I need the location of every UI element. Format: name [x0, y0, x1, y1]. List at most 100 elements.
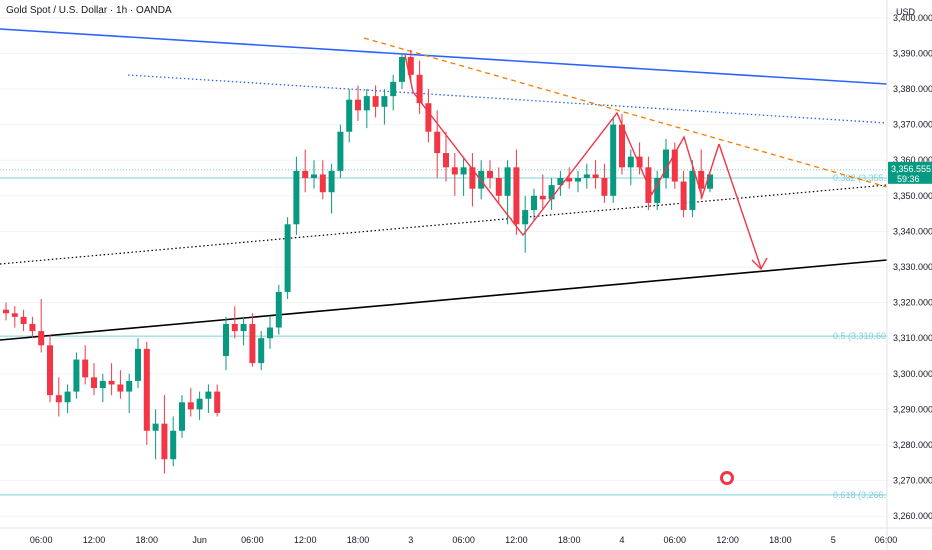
candle-body	[513, 167, 520, 225]
candle-body	[548, 185, 555, 200]
logo-inner	[723, 474, 731, 482]
upper-trend-line[interactable]	[0, 28, 888, 85]
candle-body	[654, 178, 661, 203]
candle-body	[451, 167, 458, 175]
candle-body	[689, 170, 696, 211]
candle-body	[583, 174, 590, 178]
candle-body	[636, 156, 643, 168]
candle-body	[29, 323, 36, 332]
time-tick-label: 06:00	[241, 535, 264, 545]
candle-body	[3, 309, 9, 314]
candle-body	[179, 402, 185, 431]
black-dotted-support-line[interactable]	[0, 184, 888, 265]
candle-body	[619, 124, 625, 168]
time-tick-label: 18:00	[136, 535, 159, 545]
candle-body	[460, 167, 467, 175]
price-tick-label: 3,380.000	[893, 84, 932, 94]
candle-body	[707, 174, 713, 189]
price-tick-label: 3,360.000	[893, 155, 932, 165]
candle-body	[592, 174, 599, 178]
candle-body	[47, 345, 53, 396]
candle-body	[566, 178, 573, 182]
time-tick-label: 18:00	[769, 535, 792, 545]
price-tick-label: 3,280.000	[893, 440, 932, 450]
candle-body	[293, 170, 300, 225]
currency-label: USD	[896, 7, 916, 17]
candle-body	[407, 56, 414, 75]
time-tick-label: Jun	[192, 535, 207, 545]
candle-body	[117, 384, 124, 392]
candle-countdown-label: 59:36	[897, 174, 920, 184]
candle-body	[671, 149, 678, 182]
time-tick-label: 4	[619, 535, 624, 545]
time-tick-label: 06:00	[664, 535, 687, 545]
time-tick-label: 3	[408, 535, 413, 545]
candle-body	[73, 359, 80, 392]
candle-body	[487, 170, 493, 178]
candle-body	[425, 103, 432, 132]
candle-body	[443, 153, 449, 168]
candle-body	[196, 398, 203, 410]
candle-body	[328, 170, 335, 193]
last-price-label: 3,356.555	[891, 164, 931, 174]
candle-body	[601, 178, 608, 196]
fib-level-label: 0.5 (3,310.60)	[833, 331, 889, 341]
price-tick-label: 3,330.000	[893, 262, 932, 272]
candle-body	[91, 377, 97, 389]
price-tick-label: 3,320.000	[893, 298, 932, 308]
candle-body	[522, 210, 529, 225]
candle-body	[55, 395, 62, 403]
candle-body	[143, 348, 150, 431]
candle-body	[390, 81, 397, 97]
time-tick-label: 18:00	[558, 535, 581, 545]
time-tick-label: 12:00	[716, 535, 739, 545]
candle-body	[311, 174, 317, 178]
candle-body	[363, 96, 370, 111]
candle-body	[610, 124, 617, 196]
candle-body	[20, 316, 27, 324]
candle-body	[627, 156, 634, 168]
fib-level-label: 0.382 (3,355.0	[833, 173, 891, 183]
candle-body	[275, 291, 282, 328]
candle-body	[680, 181, 687, 211]
time-tick-label: 12:00	[294, 535, 317, 545]
time-tick-label: 06:00	[30, 535, 53, 545]
candle-body	[539, 195, 546, 200]
candle-body	[469, 167, 476, 189]
candle-body	[231, 323, 238, 332]
price-tick-label: 3,370.000	[893, 120, 932, 130]
time-tick-label: 5	[831, 535, 836, 545]
fib-level-label: 0.618 (3,266.0	[833, 490, 891, 500]
candle-body	[187, 402, 194, 410]
candle-body	[11, 313, 18, 317]
price-tick-label: 3,350.000	[893, 191, 932, 201]
candle-body	[399, 56, 405, 82]
candle-body	[267, 327, 273, 339]
candle-body	[698, 170, 705, 189]
price-axis-panel	[887, 0, 932, 550]
price-tick-label: 3,340.000	[893, 226, 932, 236]
candle-body	[355, 99, 361, 111]
candle-body	[161, 423, 168, 460]
blue-dotted-channel-line[interactable]	[127, 74, 888, 124]
last-price-box[interactable]	[888, 161, 932, 184]
candle-body	[372, 96, 379, 107]
candle-body	[434, 131, 441, 154]
candle-body	[82, 359, 89, 378]
candle-body	[495, 178, 502, 196]
candle-body	[205, 391, 212, 399]
orange-dashed-trend-line[interactable]	[363, 37, 888, 188]
time-tick-label: 18:00	[347, 535, 370, 545]
forecast-arrow-line[interactable]	[718, 143, 762, 269]
candle-body	[126, 380, 133, 392]
candle-body	[38, 331, 45, 346]
pattern-zigzag-line[interactable]	[404, 54, 720, 237]
price-tick-label: 3,290.000	[893, 404, 932, 414]
candle-body	[337, 131, 344, 171]
price-tick-label: 3,270.000	[893, 476, 932, 486]
lower-trend-line[interactable]	[0, 259, 888, 341]
candle-body	[504, 167, 511, 196]
candle-body	[214, 391, 221, 413]
